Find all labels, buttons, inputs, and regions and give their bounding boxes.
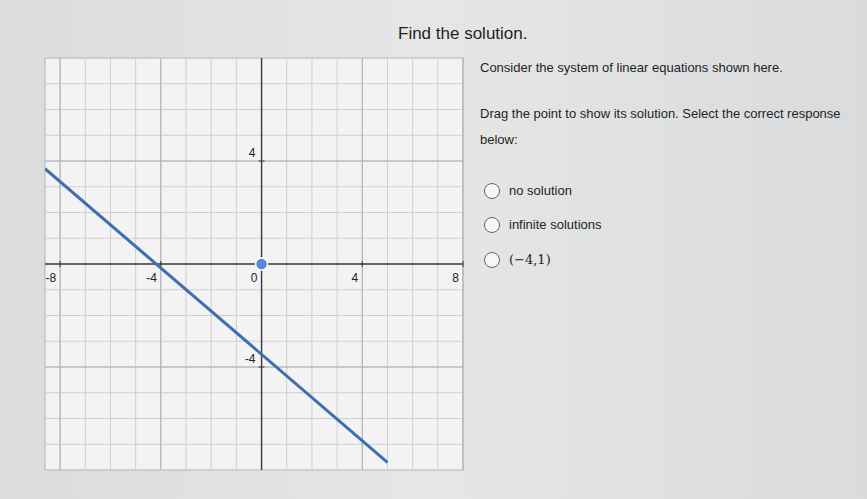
grid-line xyxy=(45,367,463,368)
tick xyxy=(60,261,61,267)
minor-grid xyxy=(45,289,463,290)
minor-grid xyxy=(45,212,463,213)
tick-label: -4 xyxy=(146,271,157,285)
option-label: infinite solutions xyxy=(509,217,602,232)
line xyxy=(45,169,387,463)
option-label: (−4,1) xyxy=(509,252,551,267)
tick-label: -8 xyxy=(45,271,56,285)
plot-marks xyxy=(45,169,387,463)
radio-button[interactable] xyxy=(484,252,500,268)
minor-grid xyxy=(160,58,161,470)
tick-label: 4 xyxy=(352,271,359,285)
grid-line xyxy=(60,58,61,470)
minor-grid xyxy=(463,58,464,470)
option[interactable]: no solution xyxy=(484,181,572,199)
minor-grid xyxy=(362,58,363,470)
x-axis xyxy=(45,263,463,264)
tick-label: 0 xyxy=(251,271,258,285)
minor-grid xyxy=(45,315,463,316)
minor-grid xyxy=(45,470,463,471)
tick-label: 4 xyxy=(249,146,256,160)
tick-label: 8 xyxy=(452,271,459,285)
tick-label: -4 xyxy=(245,352,256,366)
grid-line xyxy=(362,58,363,470)
minor-grid xyxy=(45,135,463,136)
minor-grid xyxy=(45,186,463,187)
draggable-point[interactable] xyxy=(256,258,268,270)
minor-grid xyxy=(45,444,463,445)
tick xyxy=(259,367,265,368)
grid-line xyxy=(160,58,161,470)
minor-grid xyxy=(45,58,463,59)
minor-grid xyxy=(45,264,463,265)
minor-grid xyxy=(45,392,463,393)
instruction: Drag the point to show its solution. Sel… xyxy=(480,101,866,153)
radio-button[interactable] xyxy=(484,183,500,199)
prompt: Consider the system of linear equations … xyxy=(480,60,783,75)
grid-line xyxy=(45,161,463,162)
minor-grid xyxy=(45,341,463,342)
minor-grid xyxy=(45,238,463,239)
minor-grid xyxy=(45,367,463,368)
tick xyxy=(259,161,265,162)
radio-button[interactable] xyxy=(484,217,500,233)
option[interactable]: infinite solutions xyxy=(484,215,602,233)
option[interactable]: (−4,1) xyxy=(484,250,551,268)
minor-grid xyxy=(45,83,463,84)
minor-grid xyxy=(45,161,463,162)
tick xyxy=(463,261,464,267)
minor-grid xyxy=(45,109,463,110)
tick xyxy=(362,261,363,267)
graph: -8 -4 0 4 8 -4 4 xyxy=(0,0,867,499)
option-label: no solution xyxy=(509,183,572,198)
plot-frame xyxy=(45,58,463,470)
title: Find the solution. xyxy=(398,24,527,44)
minor-grid xyxy=(45,418,463,419)
grid-line xyxy=(463,58,464,470)
minor-grid xyxy=(60,58,61,470)
